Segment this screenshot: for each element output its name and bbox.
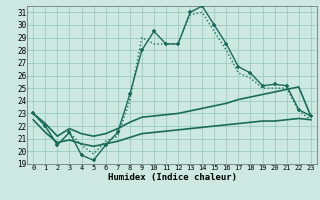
X-axis label: Humidex (Indice chaleur): Humidex (Indice chaleur) <box>108 173 236 182</box>
